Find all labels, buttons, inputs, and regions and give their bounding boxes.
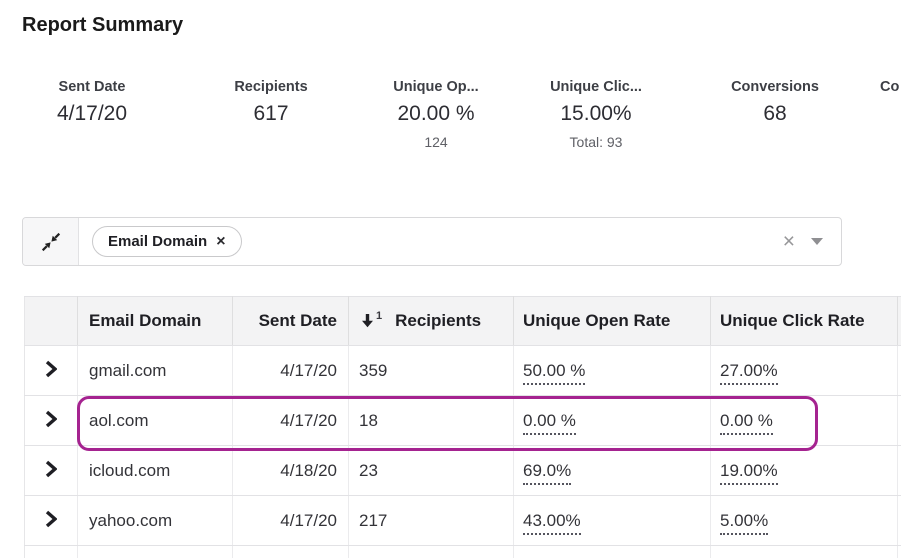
cell-extra [897,395,901,446]
metric-unique-click: Unique Clic... 15.00% Total: 93 [516,78,676,151]
expand-row-icon[interactable] [43,458,59,480]
chip-remove-icon[interactable]: × [216,232,226,250]
cell-extra [897,495,901,546]
open-rate-link[interactable]: 69.0% [523,460,572,485]
expand-row-icon[interactable] [43,408,59,430]
metric-value: 20.00 % [397,102,475,125]
metric-value: 617 [253,102,289,125]
metric-label: Unique Clic... [550,79,642,95]
click-rate-link[interactable]: 27.00% [720,360,778,385]
cell-email-domain: yahoo.com [77,495,233,546]
email-domain-table: Email Domain Sent Date 1 Recipients Uniq… [24,296,901,558]
filter-bar-actions: × [783,218,841,265]
cell-recipients: 217 [348,495,514,546]
cell-extra [897,445,901,496]
table-header-row: Email Domain Sent Date 1 Recipients Uniq… [24,296,901,346]
metric-value: 4/17/20 [56,102,128,125]
sort-desc-icon [362,314,373,328]
sort-order-badge: 1 [376,310,383,322]
header-sent-date[interactable]: Sent Date [232,296,349,346]
expand-row-icon[interactable] [43,358,59,380]
open-rate-link[interactable]: 50.00 % [523,360,586,385]
table-row-yahoo: yahoo.com 4/17/20 217 43.00% 5.00% [24,495,901,546]
cell-email-domain: aol.com [77,395,233,446]
table-row-aol: aol.com 4/17/20 18 0.00 % 0.00 % [24,395,901,446]
metric-label: Recipients [234,79,308,95]
metric-label: Sent Date [58,79,126,95]
metric-sub: 124 [424,134,448,150]
metric-label: Conversions [731,79,819,95]
cell-recipients: 359 [348,345,514,396]
table-row-gmail: gmail.com 4/17/20 359 50.00 % 27.00% [24,345,901,396]
header-email-domain[interactable]: Email Domain [77,296,233,346]
cell-recipients: 23 [348,445,514,496]
cell-sent-date: 4/18/20 [232,445,349,496]
filter-chip-area: Email Domain × [79,218,783,265]
metric-unique-open: Unique Op... 20.00 % 124 [356,78,516,151]
table-row-icloud: icloud.com 4/18/20 23 69.0% 19.00% [24,445,901,496]
clear-filters-icon[interactable]: × [782,230,795,253]
filter-bar: Email Domain × × [22,217,842,266]
open-rate-link[interactable]: 0.00 % [523,410,576,435]
header-unique-click-rate[interactable]: Unique Click Rate [710,296,898,346]
collapse-button[interactable] [23,218,79,265]
cell-recipients: 18 [348,395,514,446]
cell-sent-date: 4/17/20 [232,495,349,546]
metric-label: Co [880,79,900,95]
header-expand-column [24,296,78,346]
click-rate-link[interactable]: 19.00% [720,460,778,485]
open-rate-link[interactable]: 43.00% [523,510,581,535]
cell-extra [897,345,901,396]
header-recipients-label: Recipients [395,311,482,330]
metric-cutoff: Co [860,78,901,151]
table-row-partial [24,545,901,558]
click-rate-link[interactable]: 0.00 % [720,410,773,435]
metric-sub: Total: 93 [569,134,623,150]
collapse-arrows-icon [41,232,60,251]
cell-email-domain: gmail.com [77,345,233,396]
page-title: Report Summary [22,14,184,36]
header-recipients[interactable]: 1 Recipients [348,296,514,346]
cell-email-domain: icloud.com [77,445,233,496]
expand-row-icon[interactable] [43,508,59,530]
metric-value: 68 [763,102,787,125]
dropdown-caret-icon[interactable] [811,238,823,245]
click-rate-link[interactable]: 5.00% [720,510,769,535]
summary-metrics: Sent Date 4/17/20 Recipients 617 Unique … [22,78,901,151]
metric-label: Unique Op... [393,79,479,95]
metric-sent-date: Sent Date 4/17/20 [22,78,162,151]
filter-chip-email-domain[interactable]: Email Domain × [92,226,242,257]
header-extra-column [897,296,901,346]
filter-chip-label: Email Domain [108,233,208,250]
header-unique-open-rate[interactable]: Unique Open Rate [513,296,711,346]
metric-value: 15.00% [560,102,632,125]
metric-recipients: Recipients 617 [186,78,356,151]
cell-sent-date: 4/17/20 [232,395,349,446]
cell-sent-date: 4/17/20 [232,345,349,396]
metric-conversions: Conversions 68 [690,78,860,151]
